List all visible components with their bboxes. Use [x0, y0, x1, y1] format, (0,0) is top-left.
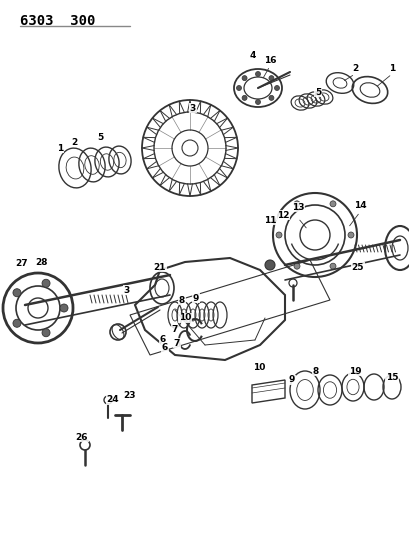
Text: 27: 27: [16, 259, 28, 268]
Text: 7: 7: [171, 326, 178, 335]
Text: 9: 9: [288, 376, 294, 384]
Text: 6: 6: [160, 335, 166, 344]
Text: 14: 14: [353, 200, 365, 209]
Text: 2: 2: [351, 63, 357, 72]
Circle shape: [241, 76, 247, 80]
Text: 24: 24: [106, 395, 119, 405]
Text: 8: 8: [312, 367, 318, 376]
Circle shape: [255, 100, 260, 104]
Text: 1: 1: [388, 63, 394, 72]
Text: 6303  300: 6303 300: [20, 14, 95, 28]
Text: 10: 10: [178, 313, 191, 322]
Text: 12: 12: [276, 211, 288, 220]
Circle shape: [329, 201, 335, 207]
Text: 1: 1: [57, 143, 63, 152]
Text: 23: 23: [124, 391, 136, 400]
Text: 25: 25: [351, 262, 363, 271]
Circle shape: [274, 85, 279, 91]
Circle shape: [268, 95, 273, 100]
Text: 15: 15: [385, 374, 397, 383]
Text: 21: 21: [153, 262, 166, 271]
Circle shape: [42, 279, 50, 287]
Text: 16: 16: [263, 55, 276, 64]
Text: 3: 3: [124, 286, 130, 295]
Text: 28: 28: [36, 257, 48, 266]
Text: 26: 26: [76, 432, 88, 441]
Text: 8: 8: [178, 295, 185, 304]
Text: 6: 6: [162, 343, 168, 352]
Text: 3: 3: [189, 103, 196, 112]
Text: 10: 10: [252, 364, 265, 373]
Text: 5: 5: [314, 87, 320, 96]
Circle shape: [293, 201, 299, 207]
Circle shape: [268, 76, 273, 80]
Circle shape: [347, 232, 353, 238]
Circle shape: [241, 95, 247, 100]
Circle shape: [264, 260, 274, 270]
Circle shape: [293, 263, 299, 269]
Text: 7: 7: [173, 338, 180, 348]
Circle shape: [329, 263, 335, 269]
Text: 11: 11: [263, 215, 276, 224]
Text: 4: 4: [249, 51, 256, 60]
Text: 13: 13: [291, 203, 303, 212]
Circle shape: [236, 85, 241, 91]
Circle shape: [60, 304, 68, 312]
Text: 9: 9: [192, 294, 199, 303]
Text: 2: 2: [71, 138, 77, 147]
Circle shape: [255, 71, 260, 77]
Circle shape: [275, 232, 281, 238]
Text: 5: 5: [97, 133, 103, 141]
Text: 19: 19: [348, 367, 360, 376]
Circle shape: [42, 329, 50, 337]
Circle shape: [13, 289, 21, 297]
Circle shape: [13, 319, 21, 327]
